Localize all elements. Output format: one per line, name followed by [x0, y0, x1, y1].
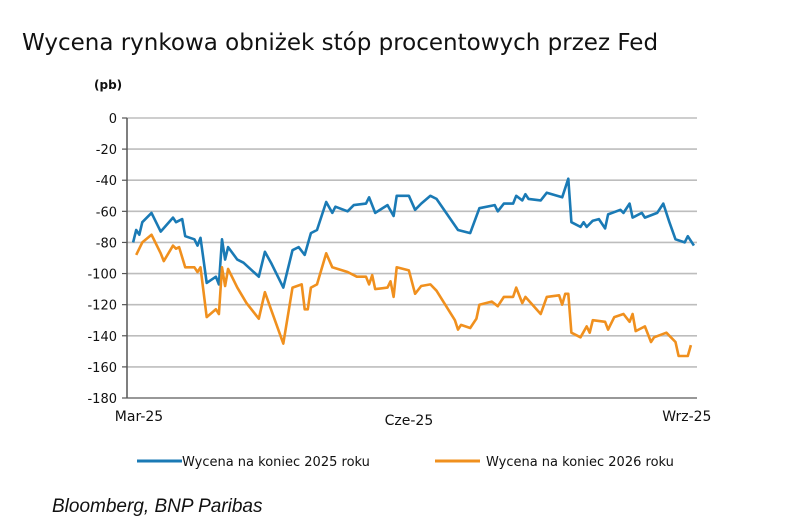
source-note: Bloomberg, BNP Paribas — [52, 496, 263, 517]
series-lines — [131, 177, 695, 358]
y-tick-label: -60 — [96, 205, 117, 220]
y-tick-label: -160 — [87, 361, 117, 376]
series-line-2026 — [135, 233, 693, 358]
y-tick-label: 0 — [109, 112, 117, 127]
y-tick-label: -80 — [96, 236, 117, 251]
x-tick-label: Mar-25 — [115, 409, 163, 425]
y-tick-label: -20 — [96, 143, 117, 158]
x-axis-ticks: Mar-25 Cze-25 Wrz-25 — [115, 409, 712, 429]
y-tick-label: -120 — [87, 299, 117, 314]
y-tick-label: -140 — [87, 330, 117, 345]
y-tick-label: -100 — [87, 268, 117, 283]
y-axis-ticks: 0 -20 -40 -60 -80 -100 -120 -140 -160 -180 — [87, 112, 127, 407]
series-line-2025 — [131, 177, 695, 289]
y-tick-label: -40 — [96, 174, 117, 189]
gridlines — [127, 117, 697, 399]
legend: Wycena na koniec 2025 roku Wycena na kon… — [137, 455, 674, 470]
y-axis-unit-label: (pb) — [94, 78, 122, 92]
y-tick-label: -180 — [87, 392, 117, 407]
x-tick-label: Wrz-25 — [662, 409, 711, 425]
legend-label-2026: Wycena na koniec 2026 roku — [486, 455, 674, 470]
chart-title: Wycena rynkowa obniżek stóp procentowych… — [22, 30, 658, 56]
x-tick-label: Cze-25 — [385, 413, 434, 429]
legend-label-2025: Wycena na koniec 2025 roku — [182, 455, 370, 470]
